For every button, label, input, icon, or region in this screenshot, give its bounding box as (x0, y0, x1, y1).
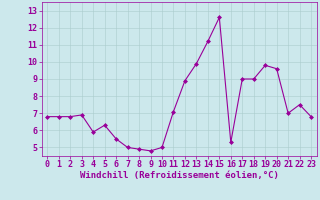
X-axis label: Windchill (Refroidissement éolien,°C): Windchill (Refroidissement éolien,°C) (80, 171, 279, 180)
